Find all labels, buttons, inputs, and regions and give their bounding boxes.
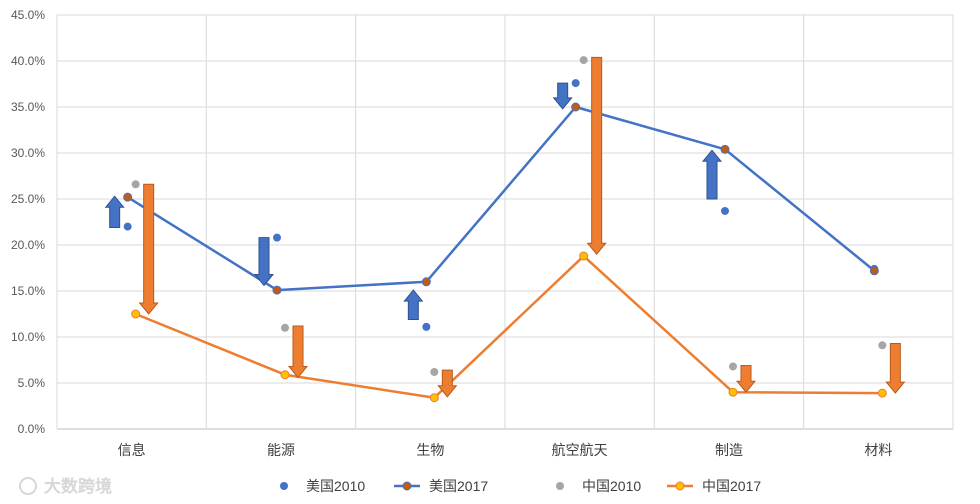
legend-marker xyxy=(675,481,685,491)
watermark-logo-icon xyxy=(19,477,37,495)
change-arrow xyxy=(735,365,757,393)
data-point xyxy=(123,192,133,202)
y-tick-label: 45.0% xyxy=(11,8,45,22)
legend-label: 美国2017 xyxy=(429,478,488,494)
series-line xyxy=(127,105,876,292)
change-arrow xyxy=(701,149,723,200)
legend-marker xyxy=(556,482,564,490)
data-point xyxy=(728,387,738,397)
change-arrow xyxy=(552,82,573,110)
y-tick-label: 30.0% xyxy=(11,146,45,160)
data-point xyxy=(273,233,281,242)
change-arrow xyxy=(138,183,159,315)
x-category-label: 材料 xyxy=(864,442,892,458)
y-tick-label: 15.0% xyxy=(11,284,45,298)
legend-marker xyxy=(280,482,288,490)
legend: 美国2010 美国2017 中国2010 中国2017 xyxy=(280,478,761,494)
data-point xyxy=(571,102,581,112)
data-point xyxy=(429,393,439,403)
data-point xyxy=(877,388,887,398)
data-point xyxy=(281,323,289,332)
legend-label: 美国2010 xyxy=(306,478,365,494)
change-arrow xyxy=(253,237,275,287)
x-category-label: 信息 xyxy=(118,442,146,458)
data-point xyxy=(579,56,588,65)
change-arrow xyxy=(403,289,424,321)
gridlines xyxy=(56,14,954,430)
x-axis-categories: 信息 能源 生物 航空航天 制造 材料 xyxy=(118,442,893,458)
y-tick-label: 25.0% xyxy=(11,192,45,206)
x-category-label: 能源 xyxy=(267,442,295,458)
data-point xyxy=(280,370,290,380)
y-tick-label: 20.0% xyxy=(11,238,45,252)
y-tick-label: 40.0% xyxy=(11,54,45,68)
series-lines xyxy=(127,105,883,399)
y-tick-label: 35.0% xyxy=(11,100,45,114)
legend-label: 中国2010 xyxy=(582,478,641,494)
data-point xyxy=(430,367,439,376)
change-arrow xyxy=(104,195,125,229)
change-arrow xyxy=(437,369,458,398)
data-point xyxy=(721,206,729,215)
x-category-label: 制造 xyxy=(715,442,743,458)
change-arrow xyxy=(287,325,309,379)
change-arrows xyxy=(104,56,906,398)
y-tick-label: 0.0% xyxy=(18,422,46,436)
data-point xyxy=(131,309,141,319)
change-arrow xyxy=(586,56,607,255)
watermark-text: 大数跨境 xyxy=(44,476,112,496)
legend-marker xyxy=(402,481,412,491)
y-tick-label: 5.0% xyxy=(18,376,46,390)
data-point xyxy=(729,362,737,371)
series-line xyxy=(135,254,883,399)
watermark: 大数跨境 xyxy=(19,476,112,496)
data-point xyxy=(421,277,431,287)
data-point xyxy=(869,266,879,276)
y-axis-ticks: 0.0% 5.0% 10.0% 15.0% 20.0% 25.0% 30.0% 35.0% 40… xyxy=(11,8,45,436)
x-category-label: 生物 xyxy=(416,442,444,458)
data-point xyxy=(878,341,887,350)
change-arrow xyxy=(885,342,906,394)
y-tick-label: 10.0% xyxy=(11,330,45,344)
data-point xyxy=(571,79,580,88)
data-point xyxy=(272,285,282,295)
data-point xyxy=(123,222,132,231)
data-point xyxy=(422,322,431,331)
data-point xyxy=(131,180,140,189)
series-points xyxy=(123,56,887,403)
data-point xyxy=(720,144,730,154)
x-category-label: 航空航天 xyxy=(552,442,608,458)
data-point xyxy=(579,251,589,261)
legend-label: 中国2017 xyxy=(702,478,761,494)
